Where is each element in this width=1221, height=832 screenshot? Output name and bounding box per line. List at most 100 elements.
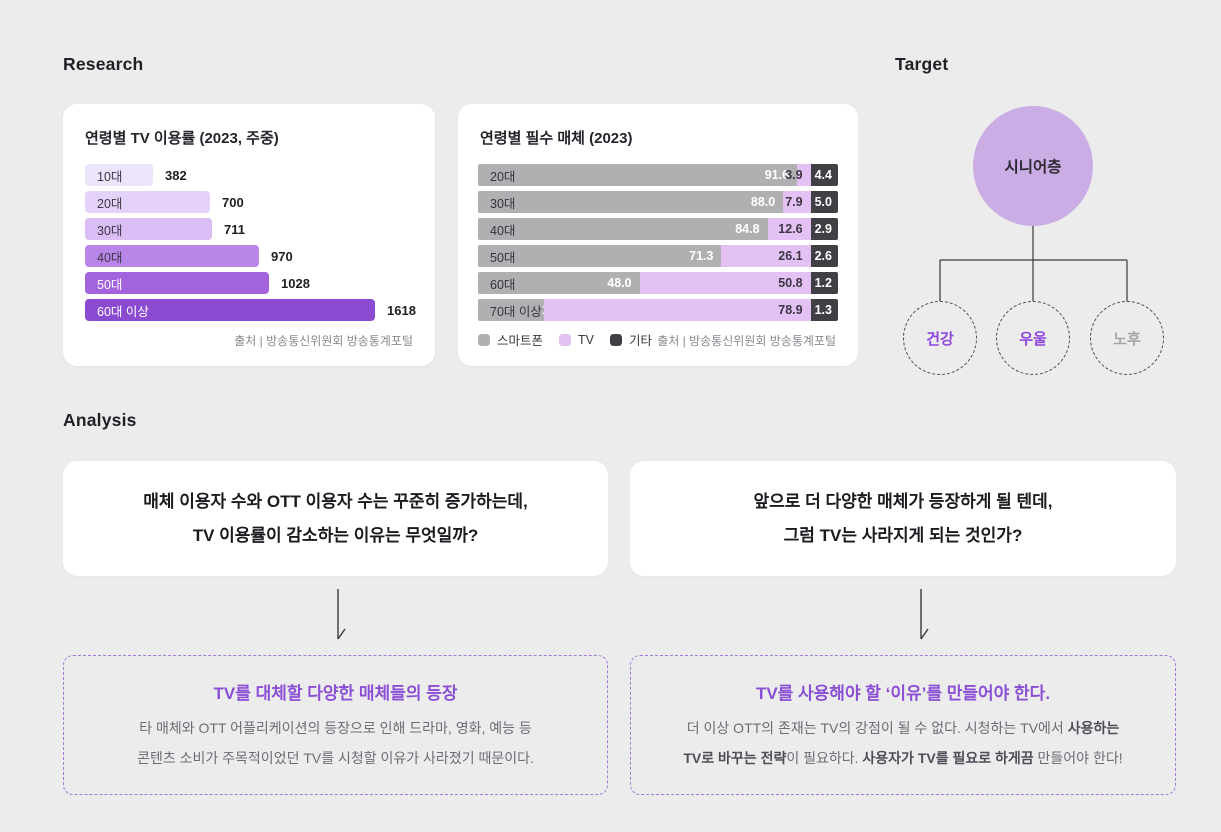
bar-value: 700 bbox=[222, 194, 244, 210]
legend-label: 스마트폰 bbox=[497, 334, 544, 348]
row-label: 60대 bbox=[490, 277, 516, 292]
text-segment: 이 필요하다. bbox=[786, 750, 863, 767]
bar-label: 40대 bbox=[97, 250, 123, 265]
smartphone-value: 48.0 bbox=[607, 276, 632, 290]
stacked-bar-row: 40대 84.8 12.6 2.9 bbox=[478, 218, 838, 240]
tv-value: 50.8 bbox=[778, 276, 803, 290]
down-arrow-icon bbox=[920, 589, 929, 640]
conclusion-line: 콘텐츠 소비가 주목적이었던 TV를 시청할 이유가 사라졌기 때문이다. bbox=[64, 743, 607, 773]
smartphone-value: 88.0 bbox=[750, 195, 776, 209]
conclusion-title: TV를 대체할 다양한 매체들의 등장 bbox=[213, 684, 458, 703]
conclusion-box-media-replacement: TV를 대체할 다양한 매체들의 등장 타 매체와 OTT 어플리케이션의 등장… bbox=[63, 655, 608, 795]
smartphone-segment: 20대 91.6 bbox=[478, 164, 798, 186]
bar-row: 10대 382 bbox=[85, 164, 375, 186]
stacked-bar-row: 20대 91.6 3.9 4.4 bbox=[478, 164, 838, 186]
bar-value: 970 bbox=[271, 248, 293, 264]
question-line: 앞으로 더 다양한 매체가 등장하게 될 텐데, bbox=[753, 492, 1053, 512]
bar-label: 50대 bbox=[97, 277, 123, 292]
etc-value: 1.2 bbox=[814, 276, 832, 290]
target-child-depression-label: 우울 bbox=[1019, 330, 1047, 348]
etc-segment: 2.9 bbox=[810, 218, 838, 240]
etc-segment: 5.0 bbox=[810, 191, 838, 213]
target-child-health-label: 건강 bbox=[926, 330, 954, 348]
smartphone-segment: 30대 88.0 bbox=[478, 191, 784, 213]
bar: 20대 bbox=[85, 191, 210, 213]
bar: 40대 bbox=[85, 245, 259, 267]
bar-row: 30대 711 bbox=[85, 218, 375, 240]
etc-segment: 4.4 bbox=[810, 164, 838, 186]
question-card-tv-usage-decline: 매체 이용자 수와 OTT 이용자 수는 꾸준히 증가하는데, TV 이용률이 … bbox=[63, 461, 608, 576]
smartphone-value: 91.6 bbox=[764, 168, 790, 182]
smartphone-segment: 40대 84.8 bbox=[478, 218, 768, 240]
conclusion-line: 더 이상 OTT의 존재는 TV의 강점이 될 수 없다. 시청하는 TV에서 … bbox=[631, 713, 1175, 743]
text-segment: 콘텐츠 소비가 주목적이었던 TV를 시청할 이유가 사라졌기 때문이다. bbox=[137, 750, 534, 767]
target-child-oldage: 노후 bbox=[1090, 301, 1164, 375]
legend-swatch-smartphone bbox=[478, 333, 490, 346]
smartphone-value: 84.8 bbox=[735, 222, 760, 236]
stacked-bar-row: 50대 71.3 26.1 2.6 bbox=[478, 245, 838, 267]
etc-value: 2.6 bbox=[814, 249, 832, 263]
bar-value: 1028 bbox=[281, 275, 310, 291]
tv-usage-chart-title: 연령별 TV 이용률 (2023, 주중) bbox=[85, 130, 279, 147]
row-label: 30대 bbox=[490, 196, 516, 211]
question-line: TV 이용률이 감소하는 이유는 무엇일까? bbox=[192, 525, 479, 545]
etc-value: 5.0 bbox=[814, 195, 832, 209]
target-heading: Target bbox=[895, 54, 949, 74]
legend-label: 기타 bbox=[629, 334, 653, 348]
bar-label: 60대 이상 bbox=[97, 304, 149, 319]
tv-value: 78.9 bbox=[778, 303, 803, 317]
legend-swatch-tv bbox=[559, 333, 572, 346]
bold-text-segment: 사용하는 bbox=[1067, 720, 1120, 736]
tv-segment: 50.8 bbox=[639, 272, 811, 294]
row-label: 40대 bbox=[490, 223, 516, 238]
text-segment: 더 이상 OTT의 존재는 TV의 강점이 될 수 없다. 시청하는 TV에서 bbox=[686, 720, 1068, 736]
bar: 30대 bbox=[85, 218, 212, 240]
text-segment: 만들어야 한다! bbox=[1033, 750, 1123, 767]
bar-label: 10대 bbox=[97, 169, 123, 184]
bold-text-segment: 사용자가 TV를 필요로 하게끔 bbox=[862, 750, 1034, 767]
target-connector-lines bbox=[939, 226, 1128, 301]
analysis-heading: Analysis bbox=[63, 410, 137, 430]
conclusion-line: 타 매체와 OTT 어플리케이션의 등장으로 인해 드라마, 영화, 예능 등 bbox=[64, 713, 607, 743]
conclusion-title: TV를 사용해야 할 ‘이유’를 만들어야 한다. bbox=[755, 684, 1051, 703]
smartphone-value: 71.3 bbox=[689, 249, 714, 263]
legend-item: 기타 bbox=[610, 330, 652, 349]
bar-value: 382 bbox=[165, 167, 187, 183]
smartphone-segment: 50대 71.3 bbox=[478, 245, 722, 267]
tv-usage-source: 출처 | 방송통신위원회 방송통계포털 bbox=[234, 334, 413, 348]
essential-media-source: 출처 | 방송통신위원회 방송통계포털 bbox=[657, 334, 836, 348]
tv-segment: 26.1 bbox=[721, 245, 811, 267]
tv-value: 3.9 bbox=[785, 168, 803, 182]
stacked-bar-row: 30대 88.0 7.9 5.0 bbox=[478, 191, 838, 213]
etc-value: 4.4 bbox=[814, 168, 832, 182]
stacked-bar-row: 70대 이상19.6 78.9 1.3 bbox=[478, 299, 838, 321]
tv-usage-bars: 10대 382 20대 700 30대 711 40대 970 50대 1028 60대 이상 161… bbox=[85, 164, 416, 326]
conclusion-box-tv-reason: TV를 사용해야 할 ‘이유’를 만들어야 한다. 더 이상 OTT의 존재는 … bbox=[630, 655, 1176, 795]
etc-value: 2.9 bbox=[814, 222, 832, 236]
bar: 60대 이상 bbox=[85, 299, 375, 321]
smartphone-segment: 70대 이상19.6 bbox=[478, 299, 566, 321]
essential-media-rows: 20대 91.6 3.9 4.4 30대 88.0 7.9 5.0 40대 84.8 12.6 2.9… bbox=[478, 164, 838, 326]
down-arrow-icon bbox=[337, 589, 346, 640]
bar: 10대 bbox=[85, 164, 153, 186]
bar-value: 1618 bbox=[387, 302, 416, 318]
etc-segment: 1.3 bbox=[810, 299, 838, 321]
tv-value: 7.9 bbox=[785, 195, 803, 209]
target-diagram: 시니어층 건강 우울 노후 bbox=[876, 100, 1196, 390]
research-heading: Research bbox=[63, 54, 144, 74]
bar-row: 50대 1028 bbox=[85, 272, 375, 294]
tv-segment: 7.9 bbox=[783, 191, 811, 213]
bar-value: 711 bbox=[224, 221, 245, 237]
etc-value: 1.3 bbox=[814, 303, 832, 317]
essential-media-chart-card: 연령별 필수 매체 (2023) 20대 91.6 3.9 4.4 30대 88.0 7.9… bbox=[458, 104, 858, 366]
smartphone-segment: 60대 48.0 bbox=[478, 272, 640, 294]
bold-text-segment: TV로 바꾸는 전략 bbox=[683, 750, 787, 767]
bar-label: 30대 bbox=[97, 223, 123, 238]
tv-value: 26.1 bbox=[778, 249, 803, 263]
tv-segment: 78.9 bbox=[544, 299, 811, 321]
etc-segment: 2.6 bbox=[810, 245, 838, 267]
essential-media-legend: 스마트폰 TV 기타 bbox=[478, 330, 652, 349]
bar: 50대 bbox=[85, 272, 269, 294]
tv-value: 12.6 bbox=[778, 222, 803, 236]
